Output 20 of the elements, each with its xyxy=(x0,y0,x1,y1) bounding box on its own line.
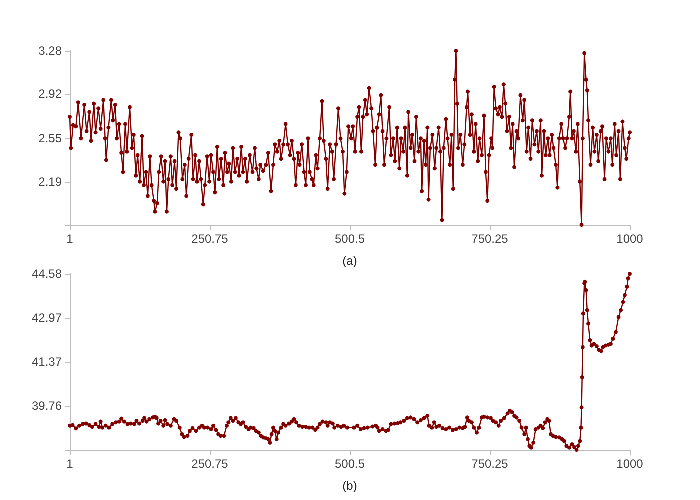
y-tick-label: 2.92 xyxy=(38,87,62,102)
y-tick-label: 41.37 xyxy=(32,354,62,369)
x-tick-label: 500.5 xyxy=(334,457,366,471)
x-tick-label: 1 xyxy=(66,232,74,246)
x-axis-title: (b) xyxy=(342,479,358,493)
x-tick-label: 750.25 xyxy=(472,457,509,471)
x-tick-label: 1000 xyxy=(616,232,644,246)
y-tick-label: 42.97 xyxy=(32,311,62,326)
x-tick-label: 1000 xyxy=(616,457,644,471)
y-tick-label: 3.28 xyxy=(38,44,62,58)
x-tick-label: 750.25 xyxy=(472,232,509,246)
x-tick-label: 250.75 xyxy=(192,457,229,471)
y-tick-label: 39.76 xyxy=(32,398,62,413)
x-tick-label: 500.5 xyxy=(334,232,366,246)
y-tick-label: 2.55 xyxy=(38,132,62,146)
y-tick-label: 44.58 xyxy=(32,267,62,281)
x-axis-title: (a) xyxy=(342,254,358,268)
x-tick-label: 1 xyxy=(66,457,74,471)
y-tick-label: 2.19 xyxy=(38,174,62,189)
x-tick-label: 250.75 xyxy=(192,232,229,246)
